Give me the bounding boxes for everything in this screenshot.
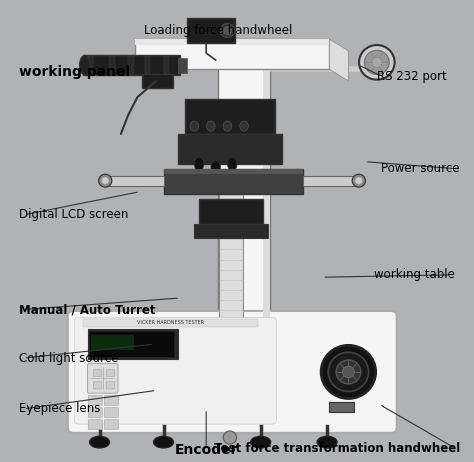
Bar bbox=[329, 402, 354, 412]
FancyBboxPatch shape bbox=[104, 419, 118, 430]
Ellipse shape bbox=[228, 157, 237, 171]
Ellipse shape bbox=[80, 55, 90, 75]
Bar bbox=[178, 58, 187, 73]
Ellipse shape bbox=[342, 366, 354, 378]
Text: Eyepiece lens: Eyepiece lens bbox=[19, 402, 100, 415]
Bar bbox=[128, 56, 134, 74]
Bar bbox=[109, 56, 115, 74]
Bar bbox=[303, 176, 360, 186]
Text: Loading force handwheel: Loading force handwheel bbox=[144, 24, 292, 36]
Ellipse shape bbox=[220, 24, 235, 37]
Bar bbox=[145, 56, 150, 74]
Bar bbox=[83, 319, 258, 327]
Ellipse shape bbox=[194, 157, 204, 171]
Bar bbox=[135, 39, 329, 69]
Ellipse shape bbox=[223, 121, 232, 131]
Bar bbox=[263, 39, 270, 353]
Text: working panel: working panel bbox=[19, 65, 130, 79]
Text: Digital LCD screen: Digital LCD screen bbox=[19, 208, 128, 221]
FancyBboxPatch shape bbox=[93, 369, 102, 377]
FancyBboxPatch shape bbox=[106, 369, 115, 377]
Bar bbox=[164, 56, 169, 74]
Ellipse shape bbox=[240, 121, 248, 131]
Ellipse shape bbox=[328, 353, 368, 392]
Ellipse shape bbox=[207, 121, 215, 131]
Bar bbox=[199, 199, 263, 224]
Ellipse shape bbox=[154, 436, 173, 448]
Bar bbox=[164, 169, 303, 174]
Ellipse shape bbox=[101, 177, 109, 184]
Bar bbox=[91, 335, 134, 350]
Bar bbox=[185, 99, 275, 134]
Bar bbox=[83, 55, 180, 75]
Bar bbox=[142, 74, 173, 88]
Ellipse shape bbox=[99, 174, 112, 187]
Ellipse shape bbox=[321, 346, 375, 398]
Bar bbox=[164, 169, 303, 194]
Text: Power source: Power source bbox=[381, 162, 460, 175]
FancyBboxPatch shape bbox=[88, 407, 102, 418]
Ellipse shape bbox=[223, 431, 237, 444]
Bar bbox=[88, 56, 93, 74]
Bar bbox=[219, 194, 243, 319]
Ellipse shape bbox=[355, 177, 363, 184]
FancyBboxPatch shape bbox=[88, 419, 102, 430]
FancyBboxPatch shape bbox=[93, 382, 102, 389]
Bar bbox=[88, 329, 178, 359]
Bar bbox=[218, 39, 270, 353]
Text: working table: working table bbox=[374, 268, 455, 281]
FancyBboxPatch shape bbox=[88, 395, 102, 406]
Ellipse shape bbox=[359, 45, 394, 79]
Ellipse shape bbox=[90, 436, 109, 448]
Bar bbox=[104, 176, 164, 186]
Ellipse shape bbox=[317, 436, 337, 448]
Text: RS 232 port: RS 232 port bbox=[377, 70, 447, 83]
Text: Test force transformation handwheel: Test force transformation handwheel bbox=[213, 442, 460, 455]
Bar bbox=[90, 332, 174, 357]
Bar bbox=[187, 18, 235, 43]
Bar bbox=[194, 224, 268, 238]
FancyBboxPatch shape bbox=[106, 382, 115, 389]
Text: Manual / Auto Turret: Manual / Auto Turret bbox=[19, 303, 155, 316]
Bar bbox=[178, 134, 282, 164]
FancyBboxPatch shape bbox=[74, 317, 276, 424]
Ellipse shape bbox=[372, 57, 382, 67]
FancyBboxPatch shape bbox=[104, 407, 118, 418]
FancyBboxPatch shape bbox=[88, 364, 118, 393]
Ellipse shape bbox=[365, 50, 389, 74]
FancyBboxPatch shape bbox=[68, 311, 397, 433]
Ellipse shape bbox=[223, 26, 232, 35]
Ellipse shape bbox=[190, 121, 199, 131]
Ellipse shape bbox=[336, 360, 361, 384]
Polygon shape bbox=[329, 39, 348, 81]
Bar bbox=[135, 39, 329, 45]
Text: Cold light source: Cold light source bbox=[19, 352, 118, 365]
FancyBboxPatch shape bbox=[104, 395, 118, 406]
Ellipse shape bbox=[251, 436, 271, 448]
Ellipse shape bbox=[211, 160, 220, 174]
Ellipse shape bbox=[352, 174, 365, 187]
Text: VICKER HARDNESS TESTER: VICKER HARDNESS TESTER bbox=[137, 321, 204, 325]
Text: Encoder: Encoder bbox=[174, 444, 238, 457]
